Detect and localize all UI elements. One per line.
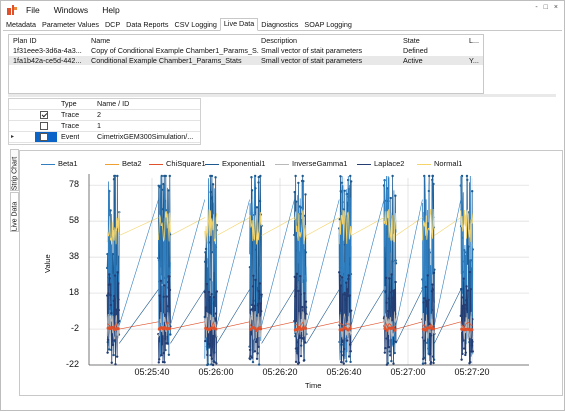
series-type-cell: Trace bbox=[61, 110, 80, 119]
y-axis-label: Value bbox=[43, 254, 52, 273]
table-row[interactable]: 1fa1b42a-ce5d-442... Conditional Example… bbox=[9, 56, 483, 65]
plan-id-cell: 1f31eee3-3d6a-4a3... bbox=[13, 46, 82, 55]
y-tick-label: -2 bbox=[70, 323, 79, 334]
col-header-name[interactable]: Name bbox=[91, 36, 111, 45]
x-tick-label: 05:26:00 bbox=[198, 367, 234, 377]
legend-label: ChiSquare1 bbox=[166, 159, 206, 168]
maximize-icon[interactable]: □ bbox=[543, 4, 548, 11]
plan-description-cell: Small vector of stait parameters bbox=[261, 46, 363, 55]
col-header-state[interactable]: State bbox=[403, 36, 420, 45]
y-tick-label: 38 bbox=[68, 251, 79, 262]
plan-description-cell: Small vector of stait parameters bbox=[261, 56, 363, 65]
app-logo-icon bbox=[7, 4, 17, 15]
plans-header-row: Plan ID Name Description State L... bbox=[9, 36, 483, 45]
tab-parameter-values[interactable]: Parameter Values bbox=[41, 20, 99, 29]
plan-id-cell: 1fa1b42a-ce5d-442... bbox=[13, 56, 82, 65]
legend-swatch bbox=[105, 163, 119, 165]
plan-name-cell: Conditional Example Chamber1_Params_Stat… bbox=[91, 56, 242, 65]
plan-l-cell: Y... bbox=[469, 56, 479, 65]
tab-strip-chart[interactable]: Strip Chart bbox=[10, 149, 19, 191]
x-tick-label: 05:26:20 bbox=[262, 367, 298, 377]
col-header-type[interactable]: Type bbox=[61, 99, 77, 108]
y-tick-label: 78 bbox=[68, 179, 79, 190]
legend-item[interactable]: Beta2 bbox=[105, 159, 149, 169]
legend-label: Laplace2 bbox=[374, 159, 405, 168]
tab-metadata[interactable]: Metadata bbox=[6, 20, 36, 29]
y-tick-label: -22 bbox=[65, 359, 79, 369]
table-row[interactable]: 1f31eee3-3d6a-4a3... Copy of Conditional… bbox=[9, 46, 483, 55]
x-tick-label: 05:27:20 bbox=[454, 367, 490, 377]
main-tabs: Metadata Parameter Values DCP Data Repor… bbox=[3, 18, 562, 31]
series-name-cell: CimetrixGEM300Simulation/... bbox=[97, 132, 194, 141]
legend-swatch bbox=[41, 163, 55, 165]
series-header-row: Type Name / ID bbox=[9, 99, 200, 110]
series-name-cell: 1 bbox=[97, 121, 101, 130]
x-tick-label: 05:25:40 bbox=[134, 367, 170, 377]
table-row[interactable]: Trace 1 bbox=[9, 121, 200, 132]
series-table: Type Name / ID Trace 2 Trace 1 ▸ Event C… bbox=[8, 98, 201, 145]
col-header-name-id[interactable]: Name / ID bbox=[97, 99, 130, 108]
horizontal-scrollbar[interactable] bbox=[8, 94, 556, 97]
minimize-icon[interactable]: - bbox=[535, 4, 538, 11]
trace-checkbox[interactable] bbox=[40, 111, 48, 119]
menu-file[interactable]: File bbox=[26, 4, 40, 15]
window-controls: - □ × bbox=[535, 4, 558, 11]
plans-grid: Plan ID Name Description State L... 1f31… bbox=[8, 34, 484, 94]
legend-item[interactable]: InverseGamma1 bbox=[275, 159, 357, 169]
legend-label: Exponential1 bbox=[222, 159, 266, 168]
tab-soap-logging[interactable]: SOAP Logging bbox=[304, 20, 352, 29]
event-checkbox[interactable] bbox=[40, 133, 48, 141]
legend-label: InverseGamma1 bbox=[292, 159, 348, 168]
table-row[interactable]: ▸ Event CimetrixGEM300Simulation/... bbox=[9, 132, 200, 143]
chart-legend: Beta1 Beta2 ChiSquare1 Exponential1 InverseG… bbox=[41, 159, 477, 169]
col-header-l[interactable]: L... bbox=[469, 36, 479, 45]
plan-state-cell: Defined bbox=[403, 46, 428, 55]
x-tick-label: 05:27:00 bbox=[390, 367, 426, 377]
legend-item[interactable]: Exponential1 bbox=[205, 159, 275, 169]
table-row[interactable]: Trace 2 bbox=[9, 110, 200, 121]
legend-swatch bbox=[417, 163, 431, 165]
series-type-cell: Event bbox=[61, 132, 80, 141]
series-type-cell: Trace bbox=[61, 121, 80, 130]
plan-name-cell: Copy of Conditional Example Chamber1_Par… bbox=[91, 46, 259, 55]
legend-label: Beta1 bbox=[58, 159, 78, 168]
legend-item[interactable]: Beta1 bbox=[41, 159, 105, 169]
close-icon[interactable]: × bbox=[553, 4, 558, 11]
tab-diagnostics[interactable]: Diagnostics bbox=[261, 20, 299, 29]
legend-swatch bbox=[275, 163, 289, 165]
legend-item[interactable]: ChiSquare1 bbox=[149, 159, 206, 169]
y-tick-label: 58 bbox=[68, 215, 79, 226]
tab-csv-logging[interactable]: CSV Logging bbox=[174, 20, 217, 29]
legend-item[interactable]: Laplace2 bbox=[357, 159, 417, 169]
x-axis-label: Time bbox=[305, 381, 322, 390]
row-pointer-icon: ▸ bbox=[11, 134, 15, 140]
series-name-cell: 2 bbox=[97, 110, 101, 119]
col-header-description[interactable]: Description bbox=[261, 36, 297, 45]
trace-checkbox[interactable] bbox=[40, 122, 48, 130]
chart-panel bbox=[19, 150, 563, 396]
tab-data-reports[interactable]: Data Reports bbox=[126, 20, 169, 29]
tab-dcp[interactable]: DCP bbox=[104, 20, 121, 29]
legend-swatch bbox=[149, 163, 163, 165]
y-tick-label: 18 bbox=[68, 287, 79, 298]
legend-swatch bbox=[205, 163, 219, 165]
tab-live-data-side[interactable]: Live Data bbox=[10, 192, 19, 232]
legend-item[interactable]: Normal1 bbox=[417, 159, 477, 169]
col-header-plan-id[interactable]: Plan ID bbox=[13, 36, 37, 45]
legend-swatch bbox=[357, 163, 371, 165]
menu-bar: File Windows Help - □ × bbox=[1, 1, 564, 18]
tab-live-data[interactable]: Live Data bbox=[219, 18, 259, 31]
x-tick-label: 05:26:40 bbox=[326, 367, 362, 377]
plan-state-cell: Active bbox=[403, 56, 423, 65]
menu-help[interactable]: Help bbox=[102, 4, 120, 15]
menu-windows[interactable]: Windows bbox=[53, 4, 89, 15]
legend-label: Normal1 bbox=[434, 159, 463, 168]
legend-label: Beta2 bbox=[122, 159, 142, 168]
